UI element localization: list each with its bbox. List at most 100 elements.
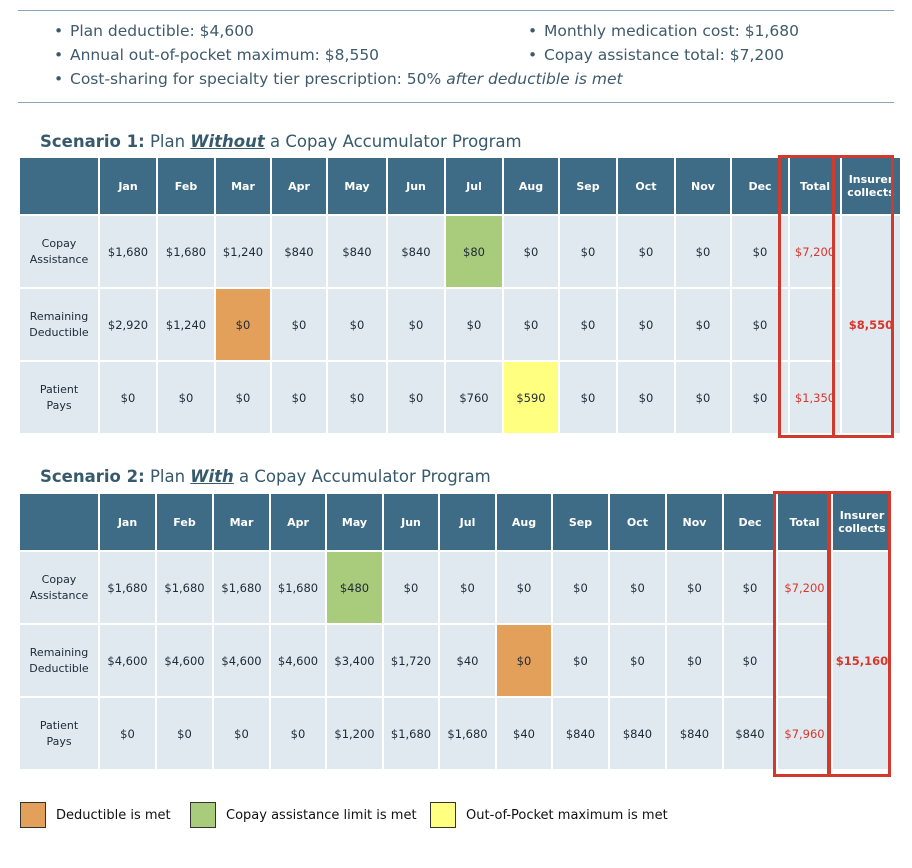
row-label: Patient Pays (20, 698, 98, 769)
cell: $0 (440, 552, 495, 623)
cell: $4,600 (157, 625, 212, 696)
total-cell: $7,200 (790, 216, 840, 287)
header-row: Jan Feb Mar Apr May Jun Jul Aug Sep Oct … (20, 494, 891, 550)
green-swatch (190, 802, 216, 828)
row-label: Copay Assistance (20, 216, 98, 287)
row-label: Copay Assistance (20, 552, 98, 623)
cell: $0 (100, 362, 156, 433)
scenario1-title: Scenario 1: Plan Without a Copay Accumul… (40, 132, 522, 151)
orange-swatch (20, 802, 46, 828)
cell-copay-limit-met: $480 (327, 552, 382, 623)
cell: $4,600 (271, 625, 325, 696)
legend-oop-max-met: Out-of-Pocket maximum is met (430, 802, 668, 828)
cell: $1,680 (100, 552, 155, 623)
total-header: Total (790, 158, 840, 214)
cell: $840 (610, 698, 665, 769)
cell: $0 (553, 552, 608, 623)
cell-deductible-met: $0 (497, 625, 551, 696)
cell: $0 (618, 362, 674, 433)
cell: $0 (158, 362, 214, 433)
scenario2-title: Scenario 2: Plan With a Copay Accumulato… (40, 467, 491, 486)
cell: $0 (328, 289, 386, 360)
scenario2-table: Jan Feb Mar Apr May Jun Jul Aug Sep Oct … (18, 492, 893, 771)
bullet-copay-total: Copay assistance total: $7,200 (528, 46, 784, 64)
cell: $1,680 (384, 698, 438, 769)
cell: $0 (272, 289, 326, 360)
yellow-swatch (430, 802, 456, 828)
month-header: May (328, 158, 386, 214)
cell: $0 (560, 289, 616, 360)
cell-oop-max-met: $590 (504, 362, 558, 433)
cell: $840 (388, 216, 444, 287)
total-cell (790, 289, 840, 360)
month-header: Mar (216, 158, 270, 214)
cell: $40 (440, 625, 495, 696)
cell: $0 (618, 289, 674, 360)
insurer-collects-header: Insurer collects (833, 494, 891, 550)
cell: $3,400 (327, 625, 382, 696)
cell: $0 (216, 362, 270, 433)
cell: $0 (560, 216, 616, 287)
cell: $0 (553, 625, 608, 696)
row-label: Patient Pays (20, 362, 98, 433)
insurer-collects-value: $15,160 (833, 552, 891, 769)
cell: $840 (553, 698, 608, 769)
month-header: Nov (667, 494, 722, 550)
total-cell: $7,960 (778, 698, 831, 769)
cell: $0 (157, 698, 212, 769)
cell: $4,600 (214, 625, 269, 696)
header-corner (20, 158, 98, 214)
cell: $0 (732, 362, 788, 433)
bullet-cost-sharing: Cost-sharing for specialty tier prescrip… (54, 70, 623, 88)
month-header: Jan (100, 494, 155, 550)
cell: $0 (446, 289, 502, 360)
month-header: Feb (158, 158, 214, 214)
insurer-collects-value: $8,550 (842, 216, 900, 433)
cell: $0 (272, 362, 326, 433)
summary-divider (18, 102, 894, 103)
row-remaining-deductible: Remaining Deductible $4,600 $4,600 $4,600… (20, 625, 891, 696)
month-header: Sep (560, 158, 616, 214)
row-label: Remaining Deductible (20, 289, 98, 360)
cell: $0 (732, 289, 788, 360)
legend-label: Deductible is met (56, 807, 171, 823)
month-header: Jun (384, 494, 438, 550)
cell: $0 (676, 289, 730, 360)
cell: $1,240 (216, 216, 270, 287)
month-header: Apr (272, 158, 326, 214)
cell: $840 (328, 216, 386, 287)
legend-label: Out-of-Pocket maximum is met (466, 807, 668, 823)
cell: $0 (676, 216, 730, 287)
row-patient-pays: Patient Pays $0 $0 $0 $0 $1,200 $1,680 $1… (20, 698, 891, 769)
cell: $0 (384, 552, 438, 623)
top-divider (18, 10, 894, 11)
cell: $1,240 (158, 289, 214, 360)
cell: $1,680 (158, 216, 214, 287)
cell: $0 (667, 552, 722, 623)
header-row: Jan Feb Mar Apr May Jun Jul Aug Sep Oct … (20, 158, 900, 214)
month-header: Sep (553, 494, 608, 550)
cell: $0 (388, 289, 444, 360)
month-header: Nov (676, 158, 730, 214)
cell: $0 (676, 362, 730, 433)
cell: $0 (100, 698, 155, 769)
total-header: Total (778, 494, 831, 550)
cell: $0 (504, 216, 558, 287)
cell: $0 (667, 625, 722, 696)
cell: $1,680 (214, 552, 269, 623)
month-header: Oct (618, 158, 674, 214)
row-copay-assistance: Copay Assistance $1,680 $1,680 $1,240 $84… (20, 216, 900, 433)
total-cell: $1,350 (790, 362, 840, 433)
row-copay-assistance: Copay Assistance $1,680 $1,680 $1,680 $1,… (20, 552, 891, 769)
cell-deductible-met: $0 (216, 289, 270, 360)
bullet-oop-max: Annual out-of-pocket maximum: $8,550 (54, 46, 379, 64)
legend-deductible-met: Deductible is met (20, 802, 171, 828)
cell: $0 (724, 552, 776, 623)
cell: $1,720 (384, 625, 438, 696)
month-header: May (327, 494, 382, 550)
cell: $0 (732, 216, 788, 287)
cell: $840 (724, 698, 776, 769)
cell: $0 (724, 625, 776, 696)
row-remaining-deductible: Remaining Deductible $2,920 $1,240 $0 $0 … (20, 289, 900, 360)
cell: $4,600 (100, 625, 155, 696)
